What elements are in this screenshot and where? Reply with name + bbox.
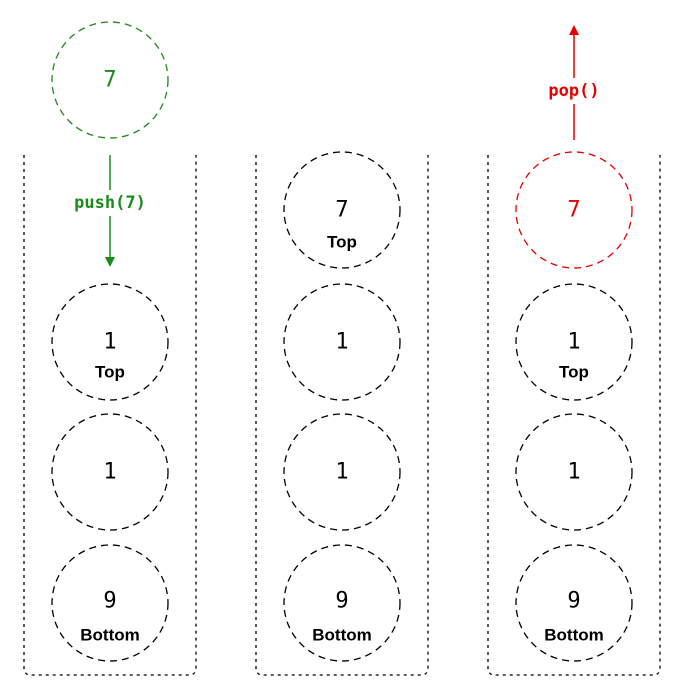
stack-node: 1 [283,283,401,401]
node-circle [515,151,633,269]
node-value: 1 [567,330,580,355]
pop-label: pop() [548,81,599,101]
incoming-node-circle [51,21,169,139]
node-circle [283,283,401,401]
stack-node: 1 Top [515,283,633,401]
stack-3: 7 1 Top 1 9 Bottom [515,151,633,662]
node-circle [51,413,169,531]
node-value: 1 [335,330,348,355]
node-circle [283,413,401,531]
stack-container-3 [487,155,661,676]
stack-node: 9 Bottom [51,544,169,662]
node-value: 1 [103,330,116,355]
top-label: Top [95,363,125,382]
top-label: Top [559,363,589,382]
node-circle [51,544,169,662]
pop-label-bg [534,78,614,104]
bottom-label: Bottom [544,626,603,645]
node-circle [283,151,401,269]
push-label-bg [62,190,158,216]
bottom-label: Bottom [312,626,371,645]
stack-container-1 [23,155,197,676]
node-circle [515,283,633,401]
stack-node: 1 [515,413,633,531]
bottom-label: Bottom [80,626,139,645]
node-value: 9 [103,589,116,614]
node-value: 1 [335,460,348,485]
stack-node: 7 Top [283,151,401,269]
node-circle [515,544,633,662]
node-circle [283,544,401,662]
stack-node: 1 [283,413,401,531]
node-value: 7 [567,198,580,223]
stack-2: 7 Top 1 1 9 Bottom [283,151,401,662]
stack-node: 9 Bottom [283,544,401,662]
stack-node: 1 Top [51,283,169,401]
stack-node: 9 Bottom [515,544,633,662]
stack-1: 1 Top 1 9 Bottom [51,283,169,662]
node-value: 1 [567,460,580,485]
push-label: push(7) [74,193,146,213]
node-value: 9 [335,589,348,614]
node-value: 9 [567,589,580,614]
incoming-node-value: 7 [103,68,116,93]
node-circle [515,413,633,531]
node-value: 7 [335,198,348,223]
node-circle [51,283,169,401]
stack-container-2 [255,155,429,676]
popped-node: 7 [515,151,633,269]
node-value: 1 [103,460,116,485]
top-label: Top [327,233,357,252]
stack-node: 1 [51,413,169,531]
incoming-node: 7 [51,21,169,139]
